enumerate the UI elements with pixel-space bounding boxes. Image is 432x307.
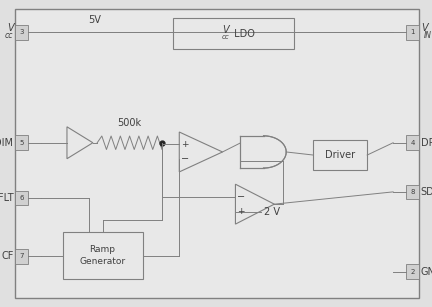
- Text: Driver: Driver: [325, 150, 355, 160]
- Text: 7: 7: [19, 253, 24, 259]
- Text: −: −: [237, 192, 245, 202]
- Text: SD: SD: [421, 187, 432, 197]
- Bar: [63, 232, 143, 279]
- Text: +: +: [237, 207, 245, 216]
- Bar: [406, 185, 419, 199]
- Bar: [173, 18, 294, 49]
- Polygon shape: [67, 127, 93, 159]
- Text: +: +: [181, 140, 189, 149]
- Text: cc: cc: [5, 31, 13, 41]
- Polygon shape: [240, 136, 286, 168]
- Bar: [15, 249, 28, 264]
- Text: 5: 5: [19, 140, 24, 146]
- Text: CF: CF: [1, 251, 13, 261]
- Text: V: V: [421, 23, 427, 33]
- Text: V: V: [222, 25, 229, 35]
- Text: DIM: DIM: [0, 138, 13, 148]
- Text: FLT: FLT: [0, 193, 13, 203]
- Bar: [15, 191, 28, 205]
- Text: 6: 6: [19, 195, 24, 201]
- Bar: [15, 135, 28, 150]
- Text: cc: cc: [221, 34, 229, 40]
- Text: 5V: 5V: [89, 14, 102, 25]
- Polygon shape: [235, 184, 274, 224]
- Text: 8: 8: [410, 189, 415, 195]
- Text: DRV: DRV: [421, 138, 432, 148]
- Text: −: −: [181, 154, 189, 164]
- Text: Ramp
Generator: Ramp Generator: [79, 245, 126, 266]
- Text: 4: 4: [410, 140, 415, 146]
- Text: 2 V: 2 V: [264, 207, 280, 217]
- Polygon shape: [179, 132, 222, 172]
- Text: GND: GND: [421, 267, 432, 277]
- Text: 2: 2: [410, 269, 415, 275]
- Bar: [15, 25, 28, 40]
- Bar: [406, 25, 419, 40]
- Text: LDO: LDO: [231, 29, 255, 39]
- Text: 3: 3: [19, 29, 24, 35]
- Bar: [406, 264, 419, 279]
- Bar: [406, 135, 419, 150]
- Text: 1: 1: [410, 29, 415, 35]
- Bar: [313, 140, 367, 170]
- Text: V: V: [7, 23, 13, 33]
- Text: 500k: 500k: [118, 118, 142, 128]
- Text: IN: IN: [423, 31, 432, 41]
